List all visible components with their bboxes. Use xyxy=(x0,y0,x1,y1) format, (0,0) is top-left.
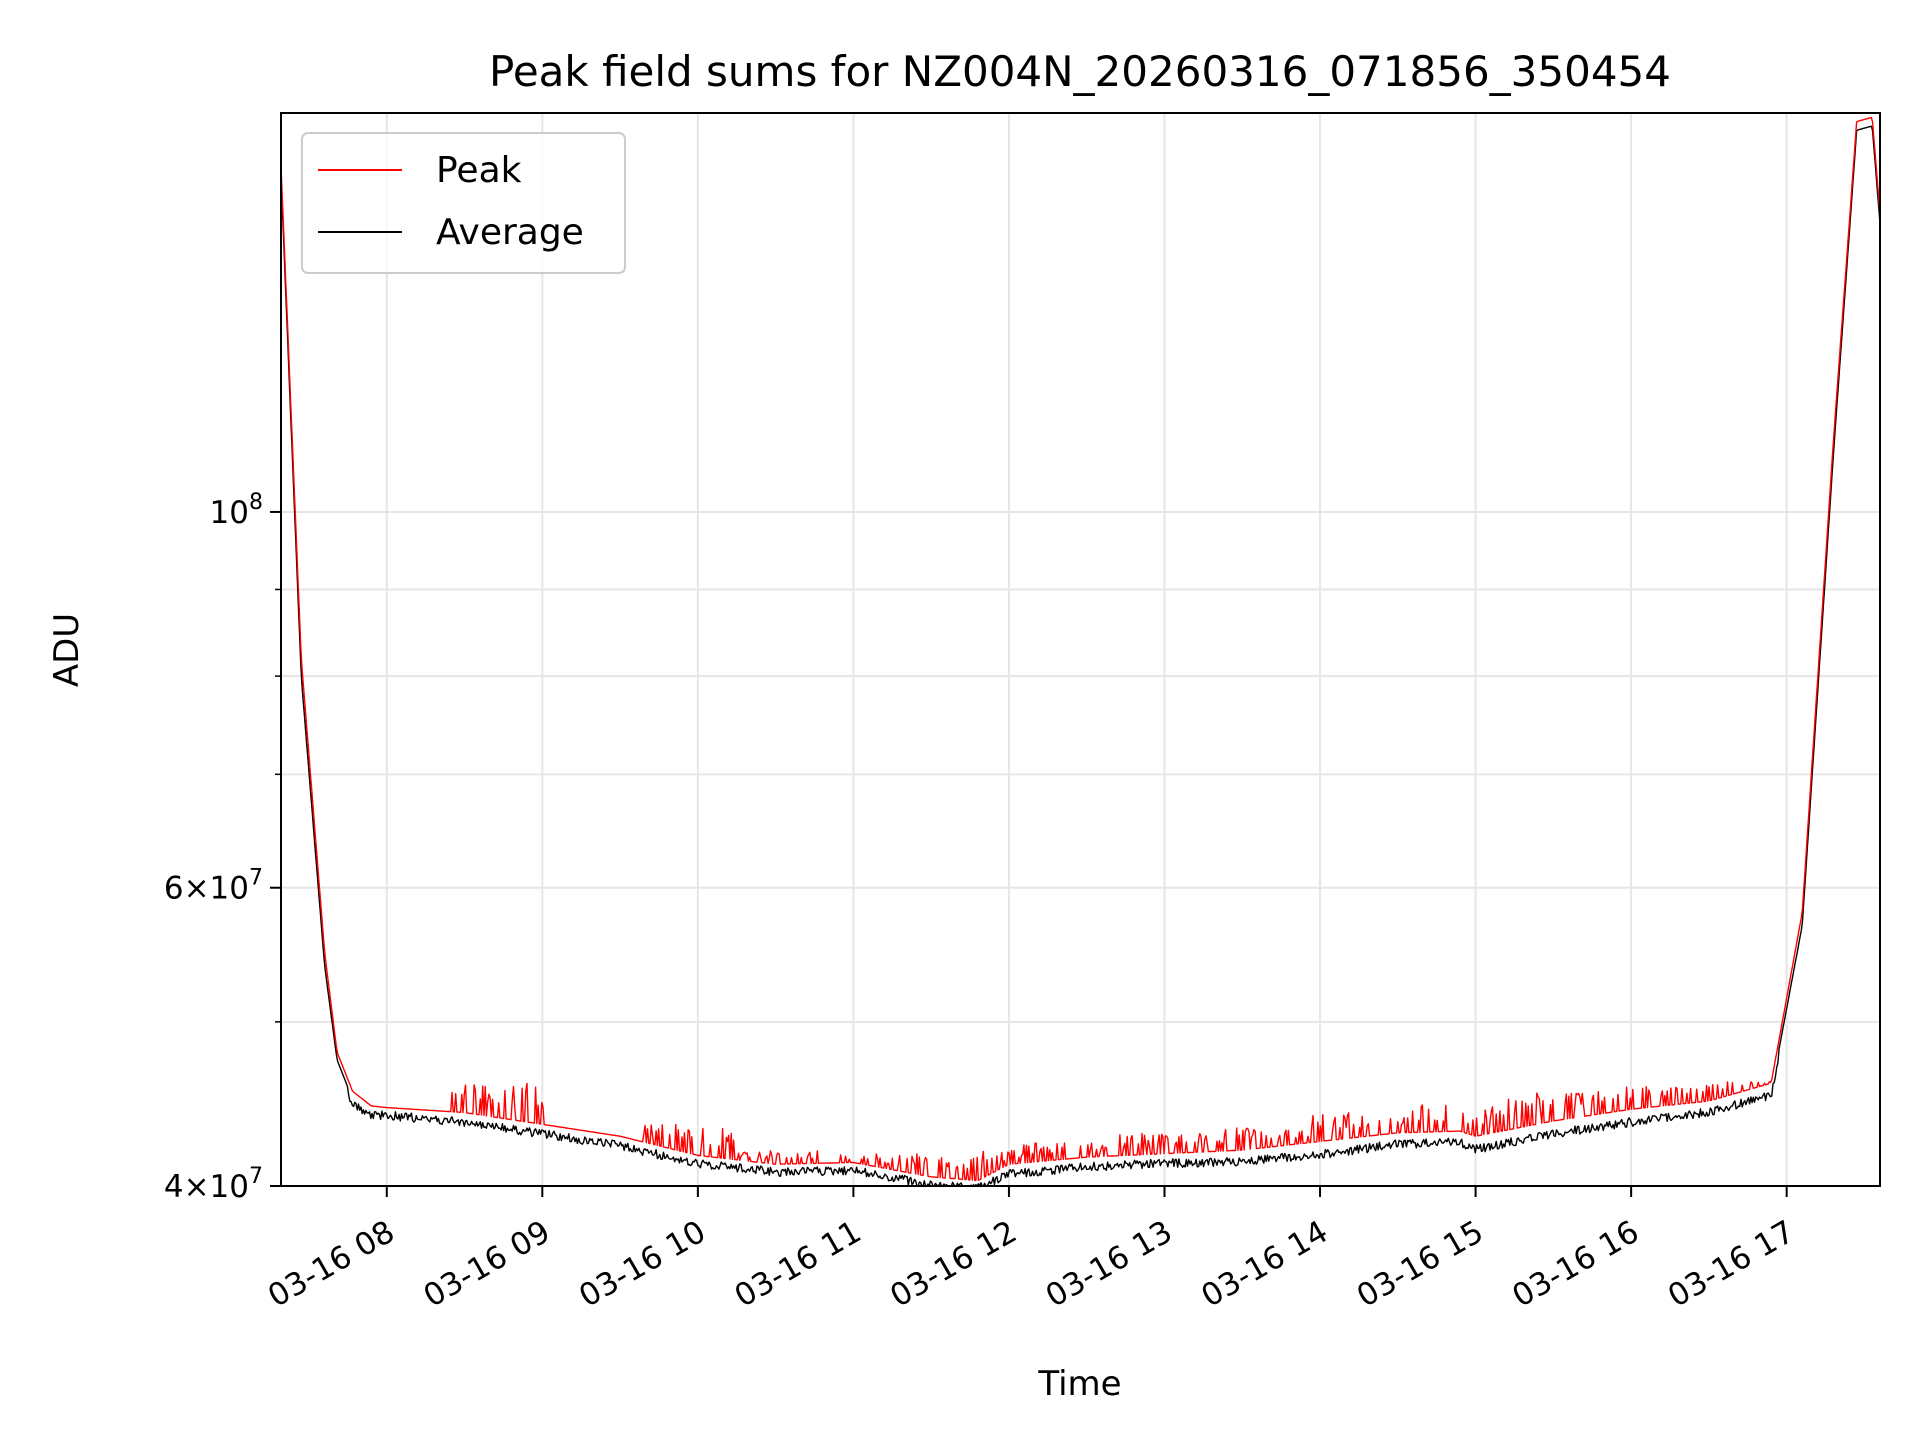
legend-peak-label: Peak xyxy=(436,150,522,191)
legend-box xyxy=(301,132,626,274)
y-tick-label: 108 xyxy=(210,490,263,531)
peak-line xyxy=(280,116,1881,1182)
peak-series xyxy=(280,116,1881,1182)
legend: Peak Average xyxy=(301,132,626,274)
grid xyxy=(281,113,1880,1186)
y-axis-ticks: 4×107 6×107 108 xyxy=(164,490,281,1205)
y-tick-label: 4×107 xyxy=(164,1164,263,1205)
y-axis-title: ADU xyxy=(47,613,87,687)
chart-title: Peak field sums for NZ004N_20260316_0718… xyxy=(489,47,1671,96)
y-tick-label: 6×107 xyxy=(164,866,263,907)
average-line xyxy=(280,125,1881,1187)
plot-frame xyxy=(280,112,1881,1187)
x-axis-title: Time xyxy=(1037,1364,1121,1404)
legend-average-label: Average xyxy=(436,212,584,253)
average-series xyxy=(280,125,1881,1187)
